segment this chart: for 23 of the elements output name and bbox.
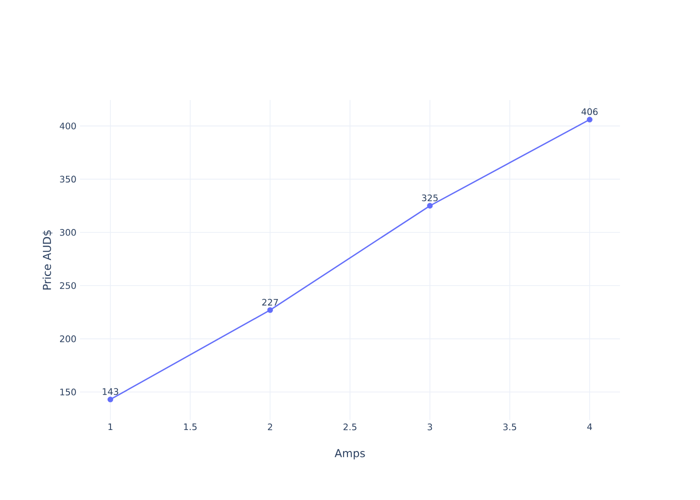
x-tick-label: 3.5 [503,424,516,430]
data-label: 325 [422,194,438,202]
y-tick-label: 250 [60,282,76,289]
y-tick-label: 300 [60,228,76,236]
point [586,116,592,122]
x-tick-label: 2 [268,424,272,430]
x-axis-title: Amps [334,449,365,460]
data-label: 406 [582,108,598,116]
y-tick-label: 150 [60,388,76,396]
data-label: 143 [102,388,118,395]
x-tick-label: 1.5 [184,424,197,430]
point [427,202,433,209]
x-tick-label: 1 [108,424,112,430]
y-tick-label: 400 [60,122,76,130]
point [108,396,114,402]
y-tick-label: 200 [60,335,76,342]
x-tick-label: 2.5 [344,424,356,430]
y-tick-label: 350 [60,176,76,183]
x-tick-label: 4 [587,424,592,430]
x-tick-label: 3 [428,424,432,430]
data-label: 227 [262,298,278,306]
point [267,307,273,313]
y-axis-title: Price AUD$ [42,230,53,290]
